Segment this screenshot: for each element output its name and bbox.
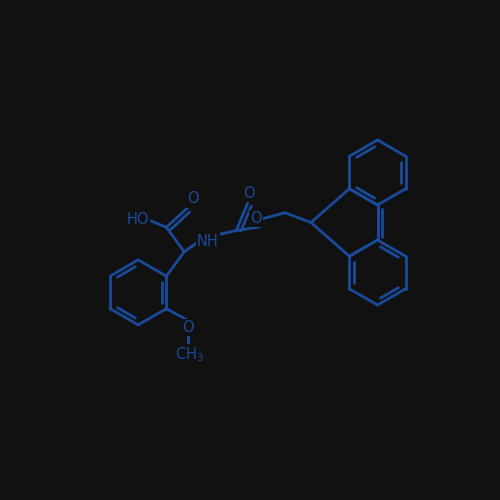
- Text: O: O: [186, 192, 198, 206]
- Text: O: O: [182, 320, 194, 335]
- Text: CH$_3$: CH$_3$: [175, 346, 204, 364]
- Text: HO: HO: [127, 212, 149, 228]
- Text: NH: NH: [197, 234, 218, 248]
- Text: O: O: [250, 211, 262, 226]
- Text: O: O: [243, 186, 254, 200]
